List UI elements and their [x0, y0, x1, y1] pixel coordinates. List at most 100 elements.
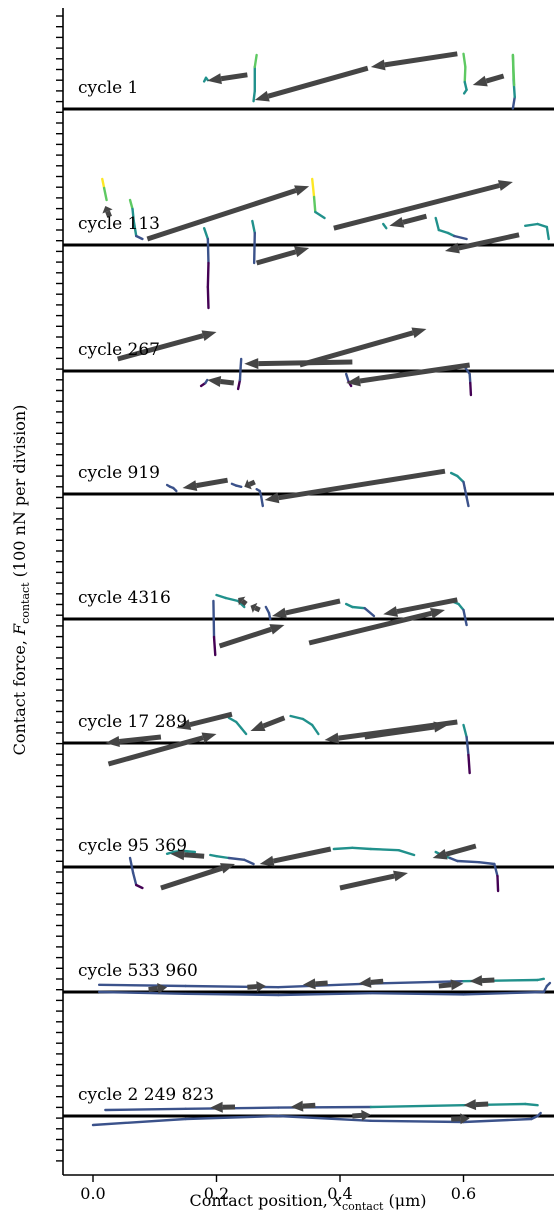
trajectory-segment	[314, 210, 326, 220]
slip-arrow-head	[411, 327, 427, 339]
trajectory-segment	[344, 372, 350, 383]
x-tick-label: 0.6	[451, 1184, 476, 1203]
trajectory-segment	[204, 76, 210, 82]
slip-arrow-shaft	[119, 734, 162, 744]
trajectory-segment	[206, 261, 210, 289]
slip-arrow-shaft	[189, 711, 233, 728]
trajectory-segment	[301, 717, 314, 727]
trajectory-segment	[97, 983, 187, 988]
slip-arrow-head	[244, 358, 259, 370]
trajectory-segment	[311, 723, 320, 736]
panel-cycle: cycle 95 369	[63, 836, 554, 893]
axes-layer: 0.0 0.2 0.4 0.6	[56, 8, 554, 1203]
slip-arrow-head	[170, 849, 185, 861]
trajectory-segment	[215, 593, 227, 600]
trajectory-segment	[448, 856, 459, 863]
trajectory-segment	[462, 990, 545, 996]
slip-arrow-head	[358, 976, 372, 988]
slip-arrow-shaft	[255, 249, 297, 266]
slip-arrow-shaft	[262, 715, 286, 729]
slip-arrow-head	[269, 624, 285, 635]
panel-cycle: cycle 1	[63, 51, 554, 111]
trajectory-segment	[91, 1117, 187, 1127]
slip-arrow-shaft	[384, 51, 458, 68]
slip-arrow-shaft	[105, 210, 112, 218]
slip-arrow-shaft	[364, 724, 435, 740]
trajectory-segment	[453, 234, 468, 241]
slip-arrow-shaft	[445, 843, 477, 857]
x-tick-label: 0.2	[204, 1184, 229, 1203]
slip-arrow-shaft	[254, 605, 261, 613]
slip-arrow-head	[444, 242, 460, 254]
slip-arrow-head	[207, 73, 222, 85]
trajectory-segment	[524, 1102, 539, 1107]
trajectory-segment	[369, 847, 400, 852]
trajectory-segment	[212, 635, 217, 657]
trajectory-segment	[267, 611, 272, 621]
slip-arrow-shaft	[359, 362, 471, 384]
slip-arrow-head	[264, 492, 280, 504]
panel-cycle: cycle 267	[63, 327, 554, 397]
slip-arrow-head	[432, 848, 448, 860]
trajectory-segment	[235, 484, 243, 488]
trajectory-segment	[224, 596, 240, 603]
trajectory-segment	[252, 231, 256, 265]
trajectory-segment	[463, 65, 467, 84]
slip-arrow-shaft	[458, 232, 520, 251]
trajectory-segment	[363, 607, 376, 618]
trajectory-segment	[536, 1111, 542, 1118]
slip-arrow-head	[176, 719, 192, 730]
slip-arrow-shaft	[247, 984, 257, 990]
trajectory-segment	[236, 378, 242, 391]
slip-arrow-head	[433, 721, 449, 733]
cycle-label: cycle 4316	[78, 588, 171, 608]
trajectory-segment	[312, 195, 317, 214]
trajectory-segment	[131, 207, 135, 223]
trajectory-segment	[204, 378, 209, 385]
trajectory-segment	[253, 53, 258, 69]
slip-arrow-shaft	[475, 1101, 489, 1108]
panel-cycle: cycle 533 960	[63, 961, 554, 997]
trajectory-segment	[469, 381, 473, 397]
trajectory-segment	[128, 198, 134, 211]
slip-arrow-head	[294, 185, 310, 196]
slip-arrow-shaft	[220, 72, 248, 82]
trajectory-segment	[465, 735, 470, 757]
panel-cycle: cycle 4316	[63, 588, 554, 657]
slip-arrow-head	[105, 736, 120, 747]
slip-arrow-head	[238, 596, 246, 606]
trajectory-segment	[277, 1114, 373, 1123]
trajectory-segment	[252, 89, 256, 103]
panel-cycle: cycle 2 249 823	[63, 1085, 554, 1127]
slip-arrow-head	[250, 720, 266, 732]
slip-arrow-shaft	[248, 479, 256, 487]
slip-arrow-head	[346, 375, 361, 387]
cycle-label: cycle 919	[78, 463, 160, 483]
trajectory-segment	[524, 222, 539, 228]
slip-arrow-shaft	[333, 183, 500, 231]
cycle-label: cycle 267	[78, 340, 160, 360]
slip-arrow-head	[450, 979, 464, 991]
trajectory-segment	[172, 486, 178, 493]
slip-arrow-shaft	[485, 73, 505, 84]
trajectory-segment	[369, 1103, 465, 1109]
slip-arrow-head	[201, 330, 217, 341]
trajectory-segment	[369, 980, 465, 985]
trajectory-segment	[132, 219, 138, 238]
trajectory-segment	[206, 285, 210, 310]
trajectory-segment	[202, 226, 210, 241]
trajectory-segment	[131, 871, 138, 887]
panel-cycle: cycle 113	[63, 177, 554, 310]
trajectory-segment	[462, 52, 467, 69]
slip-arrow-shaft	[438, 982, 452, 989]
trajectory-segment	[235, 720, 243, 730]
trajectory-segment	[496, 874, 500, 893]
cycle-label: cycle 533 960	[78, 961, 198, 981]
slip-arrow-shaft	[402, 213, 428, 225]
slip-arrow-shaft	[107, 735, 204, 767]
trajectory-segment	[493, 862, 499, 878]
cycle-label: cycle 95 369	[78, 836, 187, 856]
slip-arrow-shaft	[195, 477, 229, 489]
trajectory-segment	[259, 494, 265, 508]
slip-arrow-shaft	[146, 188, 297, 242]
